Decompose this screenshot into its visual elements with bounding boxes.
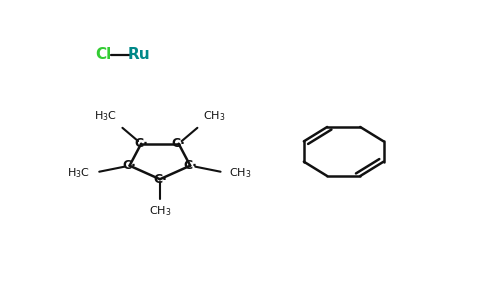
Text: C·: C· xyxy=(134,137,148,150)
Text: CH$_3$: CH$_3$ xyxy=(149,205,171,218)
Text: Cl: Cl xyxy=(95,47,112,62)
Text: C·: C· xyxy=(153,173,167,186)
Text: C·: C· xyxy=(183,159,197,172)
Text: H$_3$C: H$_3$C xyxy=(94,109,117,123)
Text: C·: C· xyxy=(122,159,136,172)
Text: C·: C· xyxy=(172,137,185,150)
Text: CH$_3$: CH$_3$ xyxy=(229,167,252,180)
Text: Ru: Ru xyxy=(128,47,151,62)
Text: CH$_3$: CH$_3$ xyxy=(203,109,226,123)
Text: H$_3$C: H$_3$C xyxy=(67,167,91,180)
